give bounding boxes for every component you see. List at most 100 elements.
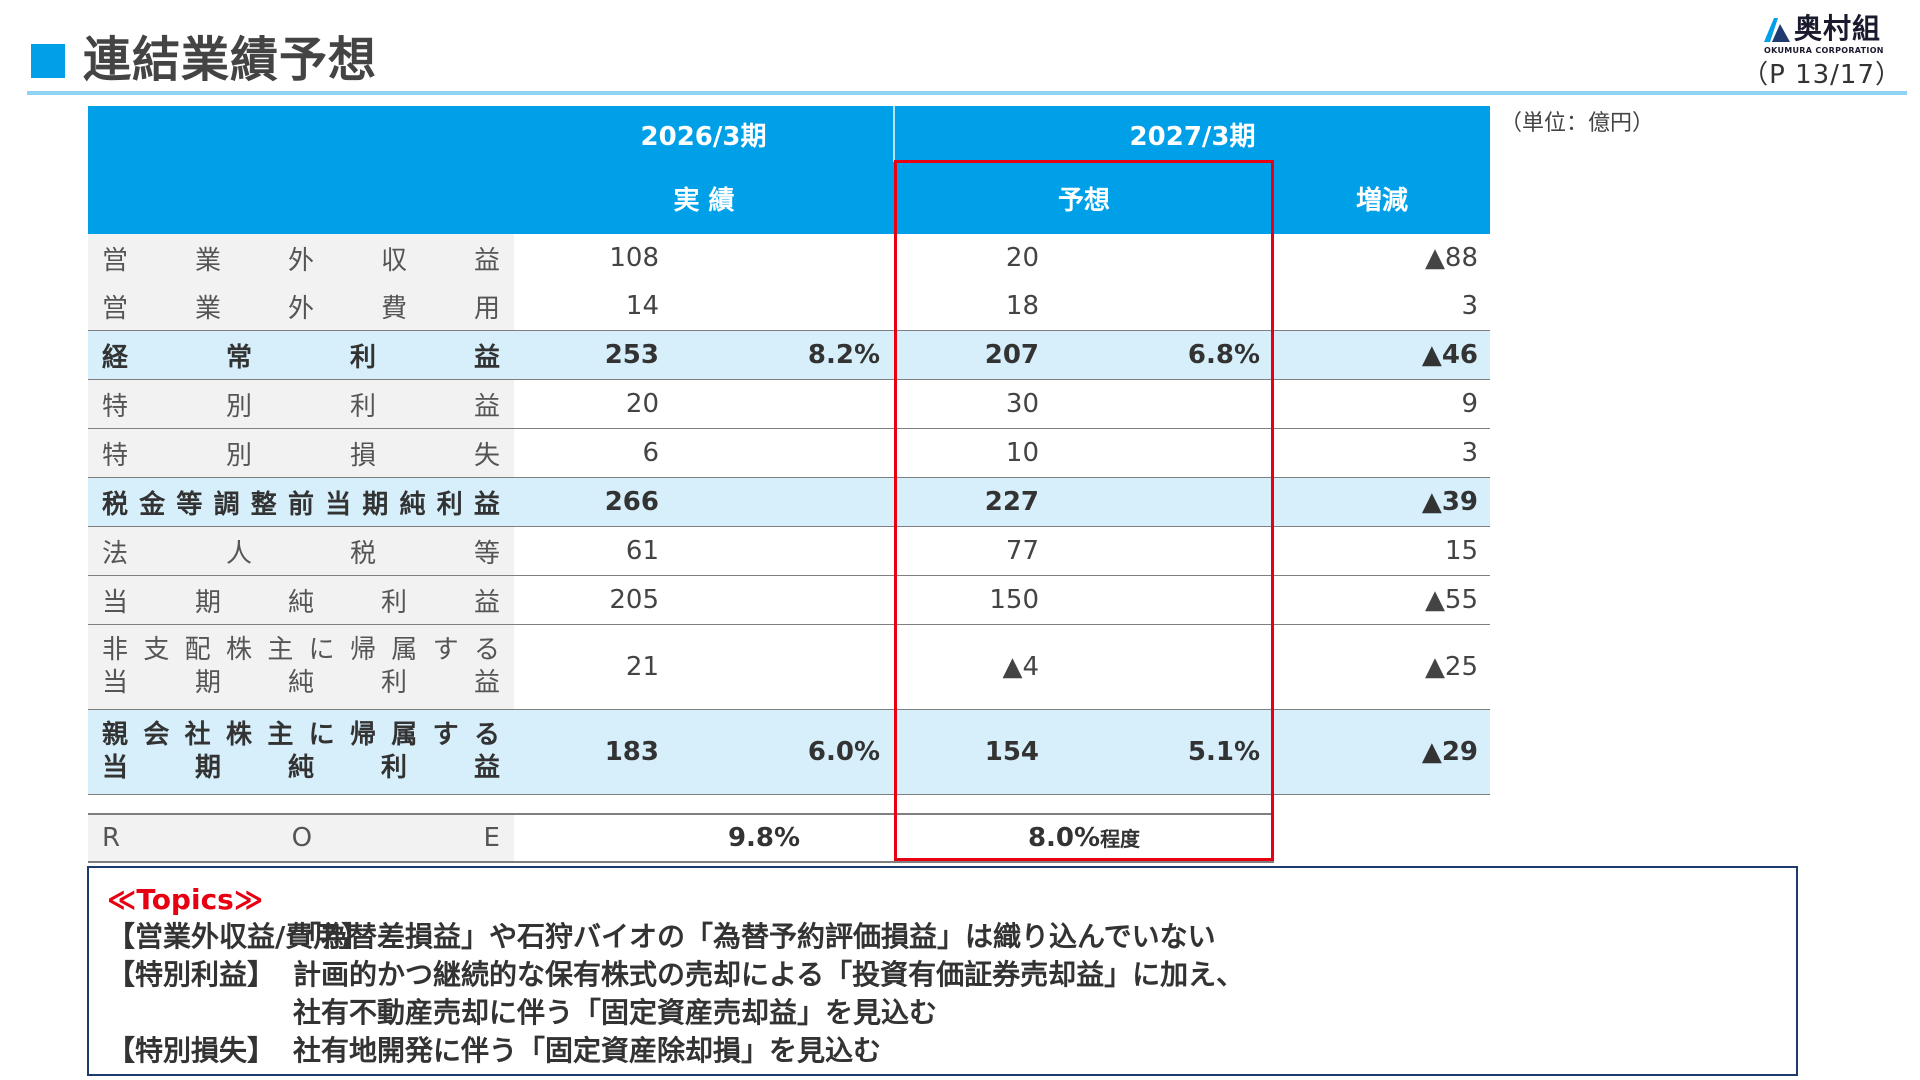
table-row: 非支配株主に帰属する当期純利益 21 ▲4 ▲25 (88, 624, 1491, 710)
topics-list: 【営業外収益/費用】「為替差損益」や石狩バイオの「為替予約評価損益」は織り込んで… (107, 918, 1778, 1070)
cell-change: ▲46 (1274, 330, 1491, 380)
header-actual: 実 績 (514, 162, 895, 234)
cell-change: 3 (1274, 282, 1491, 331)
cell-actual-ratio (709, 526, 895, 576)
table-row: 親会社株主に帰属する当期純利益 183 6.0% 154 5.1% ▲29 (88, 709, 1491, 795)
cell-actual-ratio (709, 575, 895, 625)
cell-forecast: 18 (894, 282, 1090, 331)
cell-change: ▲29 (1274, 709, 1491, 795)
cell-actual-ratio (709, 477, 895, 527)
header-forecast: 予想 (894, 162, 1275, 234)
page-number: （P 13/17） (1742, 60, 1902, 90)
cell-actual-ratio (709, 379, 895, 429)
table-row: 当期純利益 205 150 ▲55 (88, 575, 1491, 625)
topic-text: 計画的かつ継続的な保有株式の売却による「投資有価証券売却益」に加え、 (293, 958, 1245, 991)
cell-actual: 253 (514, 330, 709, 380)
topic-line: 【特別利益】 計画的かつ継続的な保有株式の売却による「投資有価証券売却益」に加え、 (107, 956, 1778, 994)
cell-actual-ratio (709, 234, 894, 282)
cell-forecast: 154 (894, 709, 1090, 795)
row-label: 営業外収益 (88, 234, 514, 282)
cell-forecast-ratio: 5.1% (1089, 709, 1275, 795)
logo-name: 奥村組 (1794, 12, 1882, 45)
cell-change: 15 (1274, 526, 1491, 576)
row-label: 特別利益 (88, 379, 514, 429)
forecast-table: 2026/3期 2027/3期 実 績 予想 増減 営業外収益 108 20 ▲88 営… (88, 106, 1491, 863)
unit-note: （単位：億円） (1500, 111, 1655, 136)
topics-box: ≪Topics≫ 【営業外収益/費用】「為替差損益」や石狩バイオの「為替予約評価… (87, 866, 1798, 1076)
cell-actual: 108 (609, 243, 659, 273)
page-title: 連結業績予想 (83, 32, 378, 88)
cell-forecast: 227 (894, 477, 1090, 527)
cell-change: ▲88 (1424, 243, 1479, 273)
topic-text: 「為替差損益」や石狩バイオの「為替予約評価損益」は織り込んでいない (293, 920, 1216, 953)
cell-change: ▲55 (1274, 575, 1491, 625)
cell-forecast-ratio (1089, 477, 1275, 527)
topic-line: 【営業外収益/費用】「為替差損益」や石狩バイオの「為替予約評価損益」は織り込んで… (107, 918, 1778, 956)
cell-forecast: 20 (1005, 243, 1040, 273)
cell-actual: 61 (514, 526, 709, 576)
cell-actual: 183 (514, 709, 709, 795)
cell-actual: 20 (514, 379, 709, 429)
table-header-columns: 実 績 予想 増減 (88, 162, 1491, 234)
topic-line: 社有不動産売却に伴う「固定資産売却益」を見込む (107, 994, 1778, 1032)
table-row: 営業外収益 108 20 ▲88 (88, 234, 1490, 282)
table-row: 特別利益 20 30 9 (88, 379, 1491, 429)
cell-forecast-ratio (1089, 428, 1275, 478)
cell-forecast-ratio (1089, 526, 1275, 576)
title-divider (27, 91, 1907, 95)
forecast-highlight-frame (894, 160, 1274, 861)
cell-actual: 21 (514, 624, 709, 710)
row-label: 経常利益 (88, 330, 514, 380)
header-blank (88, 106, 514, 162)
cell-change: ▲39 (1274, 477, 1491, 527)
row-label: 法人税等 (88, 526, 514, 576)
cell-forecast-ratio (1089, 575, 1275, 625)
roe-forecast-cell: 8.0%程度 (894, 814, 1275, 863)
row-label: 特別損失 (88, 428, 514, 478)
title-marker (31, 44, 65, 78)
table-row: 経常利益 253 8.2% 207 6.8% ▲46 (88, 330, 1491, 380)
topics-heading: ≪Topics≫ (107, 883, 264, 916)
header-blank (88, 162, 514, 234)
cell-forecast: 207 (894, 330, 1090, 380)
cell-forecast-ratio (1089, 282, 1275, 331)
cell-actual-ratio (709, 282, 895, 331)
cell-change: 3 (1274, 428, 1491, 478)
cell-actual: 6 (514, 428, 709, 478)
roe-forecast: 8.0% (1027, 823, 1101, 853)
cell-actual: 205 (514, 575, 709, 625)
logo-mark-icon (1764, 18, 1790, 42)
roe-actual: 9.8% (514, 814, 895, 863)
topic-tag: 【特別利益】 (107, 958, 276, 991)
row-label: 税金等調整前当期純利益 (88, 477, 514, 527)
row-label: 親会社株主に帰属する当期純利益 (88, 709, 514, 795)
cell-actual-ratio (709, 428, 895, 478)
cell-forecast-ratio (1089, 624, 1275, 710)
row-label: 営業外費用 (88, 282, 514, 331)
cell-forecast: 30 (894, 379, 1090, 429)
cell-change: 9 (1274, 379, 1491, 429)
cell-forecast: ▲4 (894, 624, 1090, 710)
cell-forecast: 150 (894, 575, 1090, 625)
table-row: 営業外費用 14 18 3 (88, 282, 1491, 331)
topic-tag: 【営業外収益/費用】 (107, 920, 370, 953)
table-row: 特別損失 6 10 3 (88, 428, 1491, 478)
table-row: 法人税等 61 77 15 (88, 526, 1491, 576)
company-logo: 奥村組 OKUMURA CORPORATION (1762, 12, 1902, 56)
header-year-2026: 2026/3期 (514, 106, 896, 162)
row-label: 当期純利益 (88, 575, 514, 625)
topic-text: 社有不動産売却に伴う「固定資産売却益」を見込む (293, 996, 938, 1029)
table-body: 営業外収益 108 20 ▲88 営業外費用 14 18 3 経常利益 253 8.2% 207 6.8… (88, 234, 1491, 795)
topic-line: 【特別損失】 社有地開発に伴う「固定資産除却損」を見込む (107, 1032, 1778, 1070)
cell-change: ▲25 (1274, 624, 1491, 710)
cell-forecast-ratio: 6.8% (1089, 330, 1275, 380)
header-year-2027: 2027/3期 (894, 106, 1491, 162)
table-header-years: 2026/3期 2027/3期 (88, 106, 1491, 162)
table-spacer (88, 794, 1491, 815)
cell-actual: 266 (514, 477, 709, 527)
topic-text: 社有地開発に伴う「固定資産除却損」を見込む (293, 1034, 882, 1067)
logo-subtitle: OKUMURA CORPORATION (1764, 46, 1884, 55)
cell-forecast: 10 (894, 428, 1090, 478)
cell-actual-ratio (709, 624, 895, 710)
